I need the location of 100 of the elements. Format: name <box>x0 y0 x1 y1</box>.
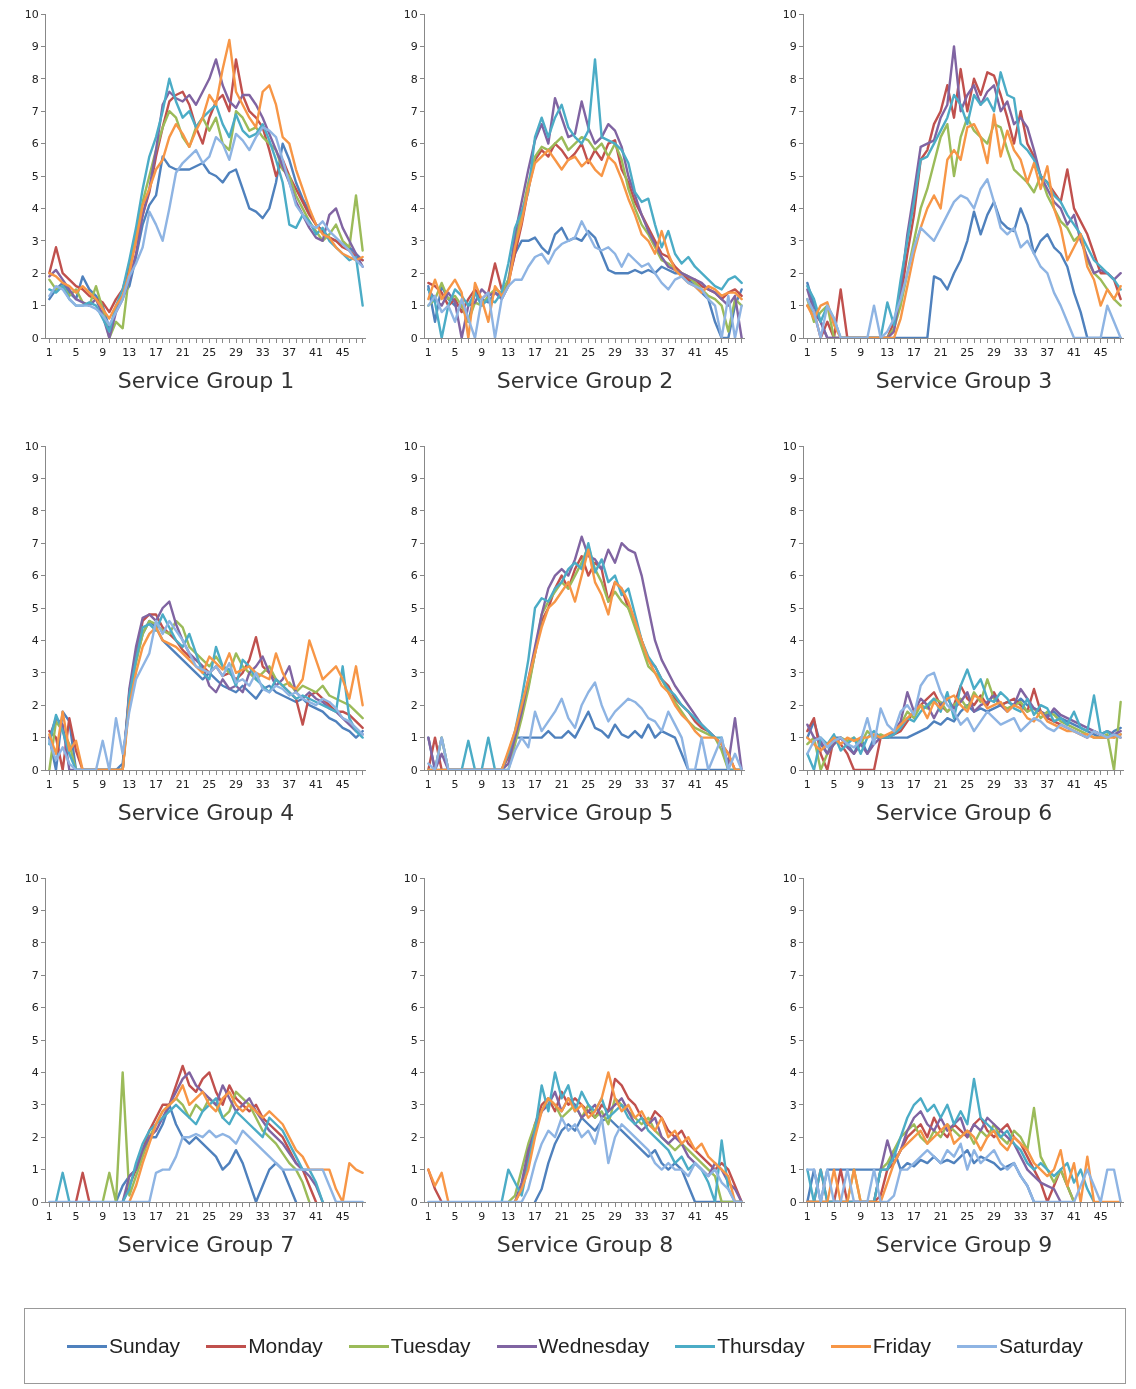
x-tick-label: 5 <box>830 1210 838 1224</box>
x-tick-label: 25 <box>960 1210 975 1224</box>
x-axis-title: Service Group 2 <box>496 368 674 394</box>
x-tick-label: 45 <box>1093 346 1108 360</box>
x-tick-label: 25 <box>581 778 596 792</box>
x-tick-label: 37 <box>661 1210 676 1224</box>
x-tick-label: 45 <box>335 1210 350 1224</box>
x-tick-label: 5 <box>830 778 838 792</box>
y-tick-label: 3 <box>410 666 418 680</box>
x-axis-title: Service Group 1 <box>117 368 295 394</box>
y-tick-label: 4 <box>410 1066 418 1080</box>
y-tick-label: 3 <box>410 1098 418 1112</box>
x-tick-label: 29 <box>987 1210 1001 1224</box>
x-tick-label: 37 <box>282 1210 297 1224</box>
y-tick-label: 10 <box>24 7 39 21</box>
x-tick-label: 29 <box>229 778 243 792</box>
x-tick-label: 17 <box>149 1210 163 1224</box>
line-series <box>48 1129 364 1202</box>
x-tick-label: 13 <box>122 778 137 792</box>
x-tick-label: 21 <box>175 346 190 360</box>
x-tick-label: 33 <box>634 778 649 792</box>
x-tick-label: 25 <box>960 778 975 792</box>
y-tick-label: 2 <box>410 1131 418 1145</box>
x-tick-label: 21 <box>933 778 948 792</box>
legend-label: Friday <box>872 1334 932 1358</box>
y-tick-label: 6 <box>789 137 797 151</box>
line-series <box>806 1077 1096 1202</box>
x-tick-label: 21 <box>554 778 569 792</box>
x-tick-label: 21 <box>933 346 948 360</box>
x-tick-label: 9 <box>857 1210 865 1224</box>
y-tick-label: 5 <box>789 1033 797 1047</box>
y-tick-label: 1 <box>789 299 797 313</box>
y-tick-label: 5 <box>789 169 797 183</box>
y-tick-label: 6 <box>410 137 418 151</box>
x-tick-label: 41 <box>309 346 323 360</box>
y-tick-label: 6 <box>31 137 39 151</box>
y-tick-label: 7 <box>789 537 797 551</box>
x-tick-label: 25 <box>202 1210 217 1224</box>
x-tick-label: 33 <box>1013 346 1028 360</box>
x-tick-label: 45 <box>714 778 729 792</box>
x-tick-label: 5 <box>451 778 459 792</box>
y-tick-label: 7 <box>31 537 39 551</box>
x-tick-label: 25 <box>581 346 596 360</box>
y-tick-label: 7 <box>410 537 418 551</box>
x-tick-label: 5 <box>451 346 459 360</box>
y-tick-label: 3 <box>789 1098 797 1112</box>
y-tick-label: 1 <box>410 1163 418 1177</box>
y-tick-label: 2 <box>410 267 418 281</box>
x-tick-label: 21 <box>554 346 569 360</box>
y-tick-label: 6 <box>31 569 39 583</box>
x-tick-label: 17 <box>907 778 921 792</box>
x-tick-label: 29 <box>229 346 243 360</box>
y-tick-label: 3 <box>410 234 418 248</box>
x-tick-label: 33 <box>634 1210 649 1224</box>
legend-label: Monday <box>248 1334 323 1358</box>
y-tick-label: 6 <box>789 1001 797 1015</box>
y-tick-label: 10 <box>403 7 418 21</box>
x-tick-label: 29 <box>608 778 622 792</box>
y-tick-label: 5 <box>410 601 418 615</box>
x-tick-label: 41 <box>1067 346 1081 360</box>
line-series <box>806 671 1122 755</box>
y-tick-label: 4 <box>789 634 797 648</box>
legend-label: Sunday <box>108 1334 181 1358</box>
y-tick-label: 6 <box>789 569 797 583</box>
x-tick-label: 13 <box>880 346 895 360</box>
y-tick-label: 5 <box>31 601 39 615</box>
y-tick-label: 10 <box>24 439 39 453</box>
y-tick-label: 7 <box>410 105 418 119</box>
x-axis-title: Service Group 4 <box>117 800 295 826</box>
x-tick-label: 5 <box>451 1210 459 1224</box>
x-tick-label: 1 <box>803 1210 811 1224</box>
x-tick-label: 45 <box>1093 1210 1108 1224</box>
x-tick-label: 1 <box>803 346 811 360</box>
x-tick-label: 5 <box>830 346 838 360</box>
x-tick-label: 41 <box>309 778 323 792</box>
y-tick-label: 4 <box>410 634 418 648</box>
y-tick-label: 1 <box>31 299 39 313</box>
x-axis-title: Service Group 7 <box>117 1232 295 1258</box>
y-tick-label: 2 <box>789 1131 797 1145</box>
y-tick-label: 5 <box>410 169 418 183</box>
x-tick-label: 9 <box>857 346 865 360</box>
y-tick-label: 0 <box>31 331 39 345</box>
y-tick-label: 2 <box>789 699 797 713</box>
x-tick-label: 45 <box>714 1210 729 1224</box>
y-tick-label: 10 <box>403 871 418 885</box>
x-tick-label: 17 <box>528 1210 542 1224</box>
x-tick-label: 37 <box>282 346 297 360</box>
x-tick-label: 41 <box>688 778 702 792</box>
x-axis-title: Service Group 6 <box>875 800 1053 826</box>
x-tick-label: 37 <box>1040 1210 1055 1224</box>
x-tick-label: 17 <box>528 778 542 792</box>
y-tick-label: 4 <box>31 1066 39 1080</box>
x-tick-label: 45 <box>1093 778 1108 792</box>
x-tick-label: 33 <box>1013 1210 1028 1224</box>
y-tick-label: 4 <box>789 202 797 216</box>
y-tick-label: 1 <box>410 299 418 313</box>
x-tick-label: 21 <box>554 1210 569 1224</box>
x-tick-label: 37 <box>282 778 297 792</box>
y-tick-label: 9 <box>31 40 39 54</box>
x-axis-title: Service Group 8 <box>496 1232 674 1258</box>
